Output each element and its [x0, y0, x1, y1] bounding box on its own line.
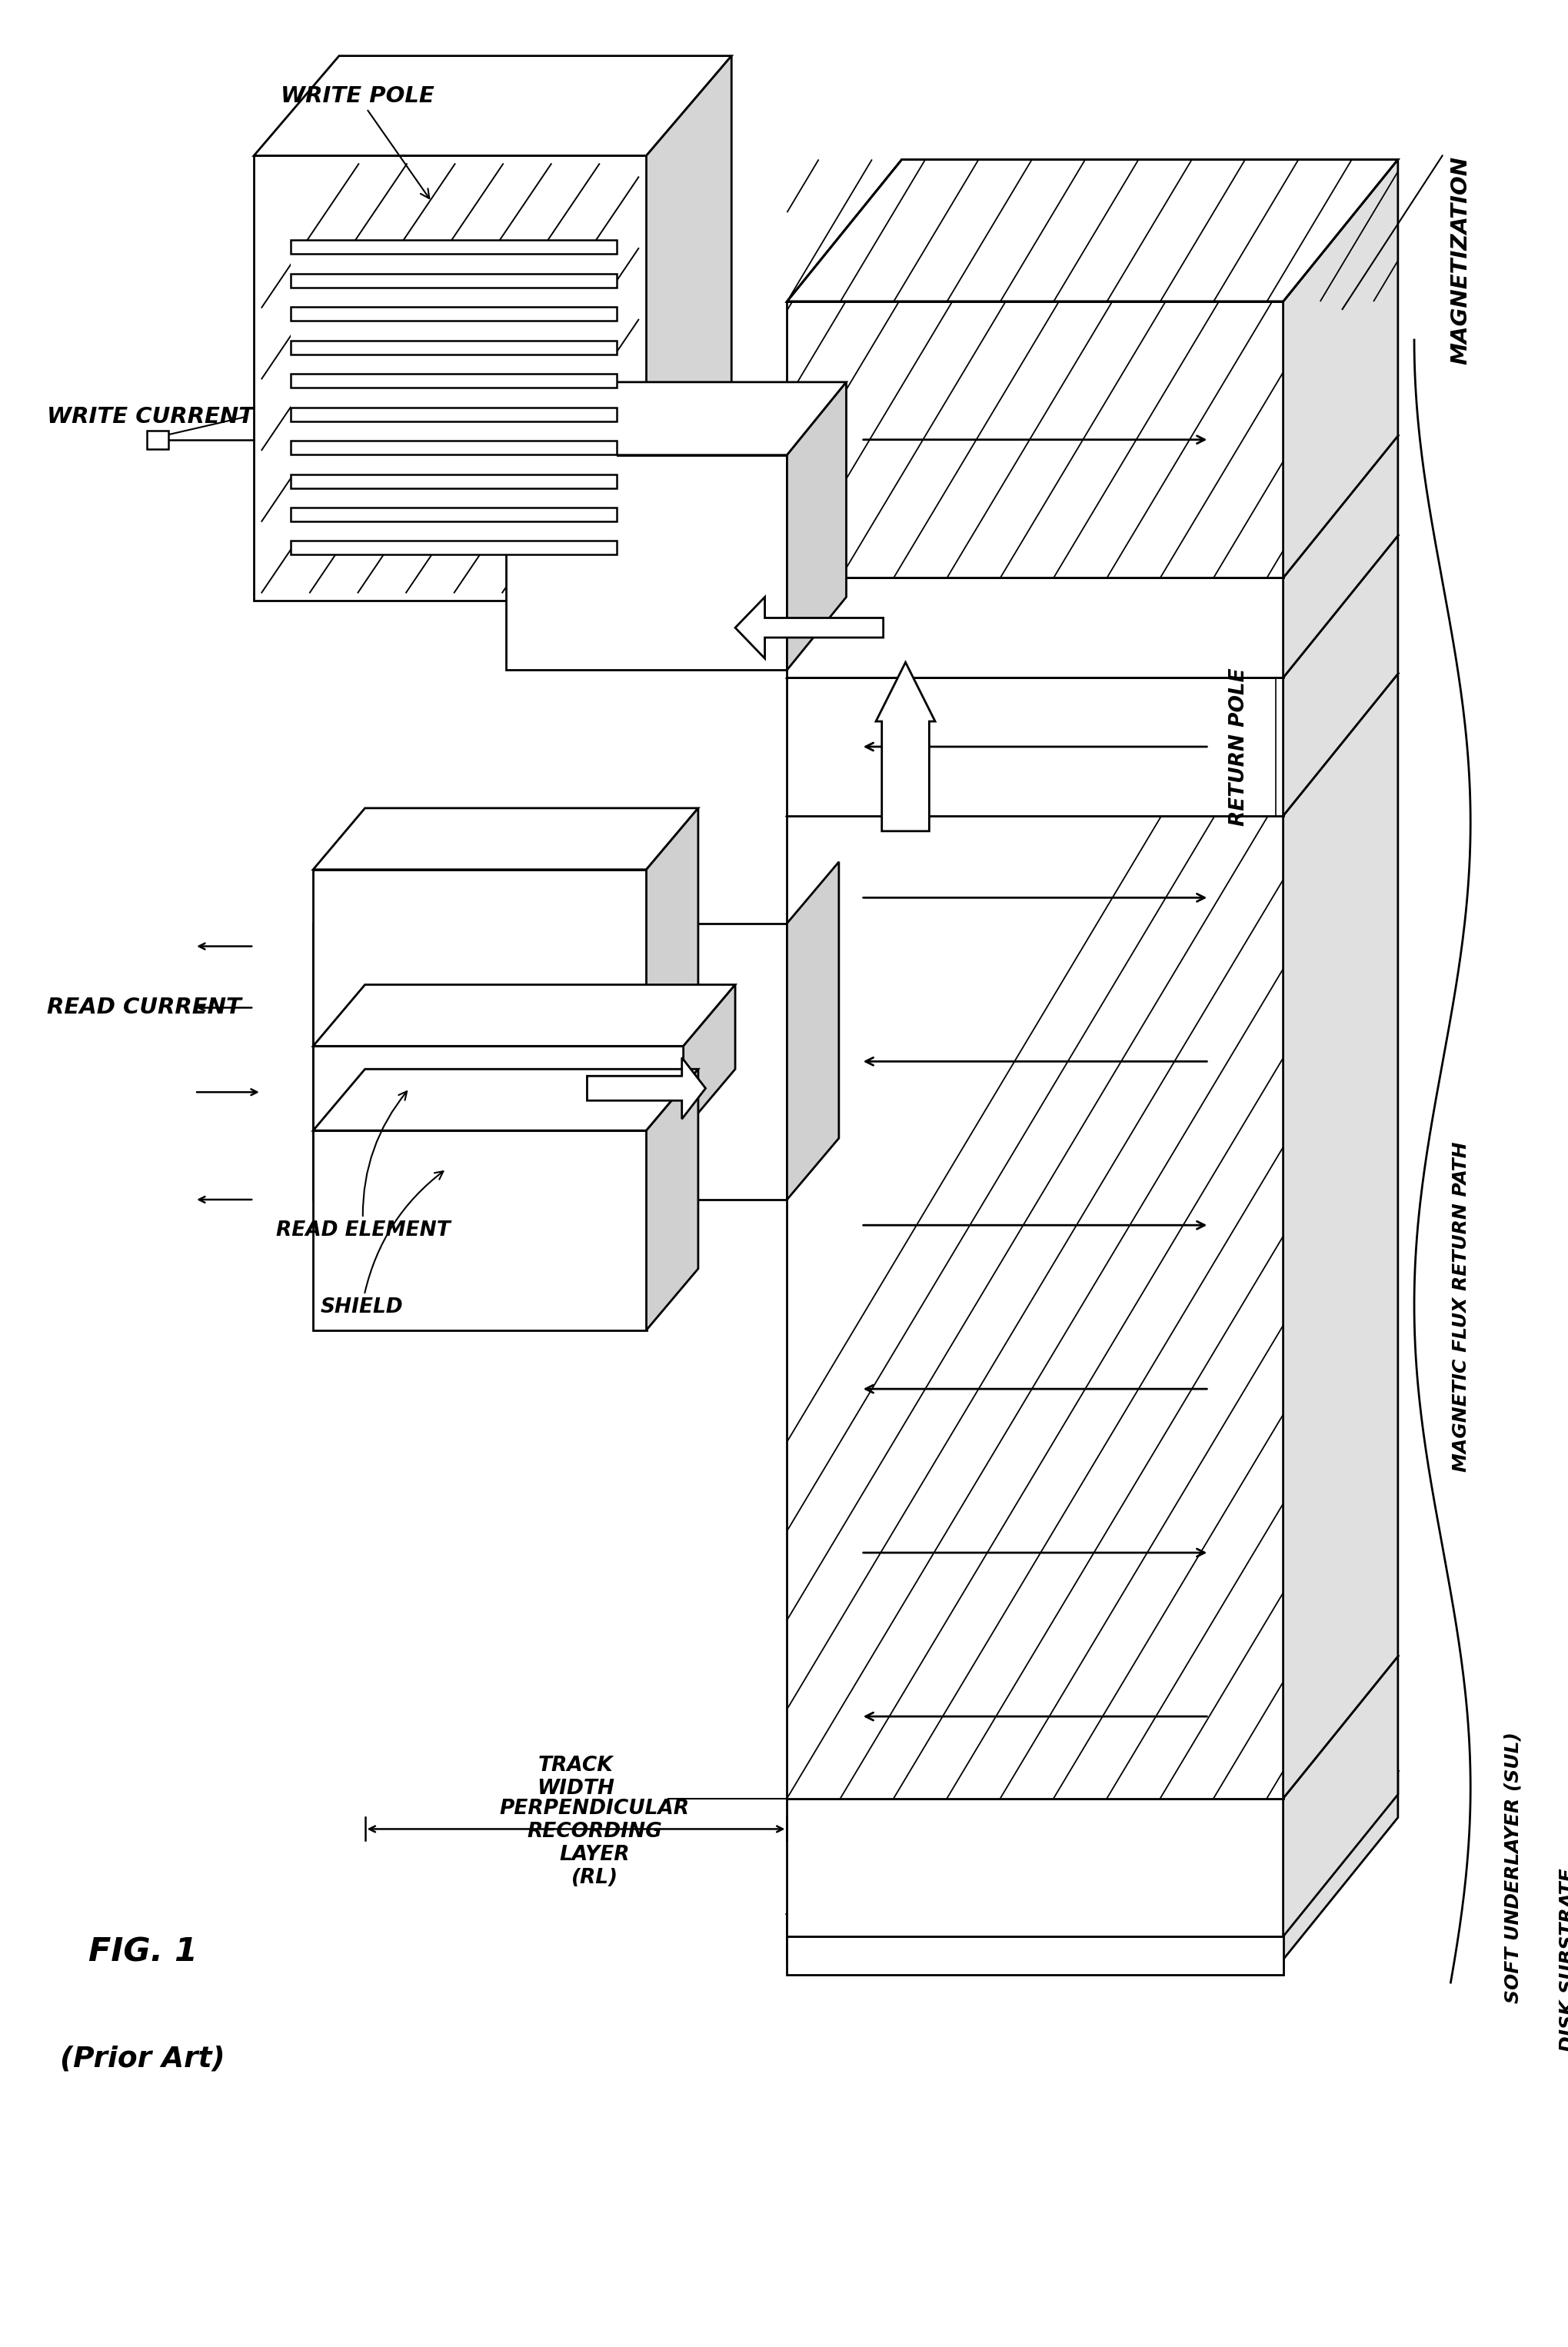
Polygon shape [787, 817, 1283, 1798]
Polygon shape [1283, 674, 1397, 1798]
Polygon shape [314, 986, 735, 1047]
Polygon shape [735, 596, 883, 660]
Polygon shape [290, 275, 616, 286]
Text: DISK SUBSTRATE: DISK SUBSTRATE [1559, 1868, 1568, 2051]
Text: FIG. 1: FIG. 1 [88, 1936, 198, 1969]
Polygon shape [787, 1657, 1397, 1798]
Text: MAGNETIC FLUX RETURN PATH: MAGNETIC FLUX RETURN PATH [1450, 1143, 1469, 1472]
Polygon shape [787, 1913, 1283, 1960]
Polygon shape [787, 160, 1397, 300]
Polygon shape [314, 1131, 646, 1331]
Polygon shape [1283, 437, 1397, 678]
Text: SHIELD: SHIELD [320, 1171, 444, 1317]
Polygon shape [586, 1058, 706, 1120]
Polygon shape [254, 56, 731, 155]
Text: WRITE POLE: WRITE POLE [281, 84, 434, 199]
Polygon shape [787, 674, 1397, 817]
Polygon shape [684, 986, 735, 1131]
Polygon shape [787, 1798, 1283, 1936]
Polygon shape [505, 455, 787, 669]
Polygon shape [290, 373, 616, 387]
Polygon shape [787, 300, 1283, 577]
Polygon shape [314, 922, 787, 1199]
Polygon shape [1283, 1657, 1397, 1936]
Polygon shape [290, 239, 616, 554]
Polygon shape [505, 383, 845, 455]
Polygon shape [787, 383, 845, 669]
Polygon shape [787, 1936, 1283, 1974]
Text: (Prior Art): (Prior Art) [60, 2047, 226, 2072]
Bar [146, 430, 169, 448]
Polygon shape [646, 807, 698, 1047]
Polygon shape [314, 1070, 698, 1131]
Polygon shape [290, 408, 616, 420]
Polygon shape [290, 542, 616, 554]
Text: RETURN POLE: RETURN POLE [1228, 667, 1248, 826]
Polygon shape [787, 535, 1397, 678]
Polygon shape [290, 239, 616, 253]
Polygon shape [787, 1772, 1397, 1913]
Polygon shape [787, 861, 839, 1199]
Polygon shape [787, 160, 1397, 300]
Polygon shape [1283, 535, 1397, 817]
Polygon shape [290, 507, 616, 521]
Polygon shape [787, 678, 1283, 817]
Text: PERPENDICULAR
RECORDING
LAYER
(RL): PERPENDICULAR RECORDING LAYER (RL) [499, 1798, 690, 1887]
Text: TRACK
WIDTH: TRACK WIDTH [536, 1756, 615, 1798]
Text: READ ELEMENT: READ ELEMENT [276, 1091, 450, 1239]
Polygon shape [314, 1047, 684, 1131]
Polygon shape [787, 437, 1397, 577]
Text: READ CURRENT: READ CURRENT [47, 997, 241, 1019]
Polygon shape [254, 155, 646, 601]
Text: WRITE CURRENT: WRITE CURRENT [47, 406, 254, 427]
Polygon shape [314, 807, 698, 868]
Polygon shape [314, 868, 646, 1047]
Polygon shape [290, 474, 616, 488]
Polygon shape [1283, 160, 1397, 577]
Polygon shape [1283, 1772, 1397, 1960]
Polygon shape [290, 441, 616, 455]
Polygon shape [646, 1070, 698, 1331]
Text: MAGNETIZATION: MAGNETIZATION [1449, 155, 1471, 364]
Polygon shape [787, 577, 1283, 678]
Polygon shape [290, 340, 616, 354]
Polygon shape [646, 56, 731, 601]
Text: SOFT UNDERLAYER (SUL): SOFT UNDERLAYER (SUL) [1502, 1732, 1521, 2002]
Polygon shape [290, 307, 616, 322]
Polygon shape [875, 662, 935, 831]
